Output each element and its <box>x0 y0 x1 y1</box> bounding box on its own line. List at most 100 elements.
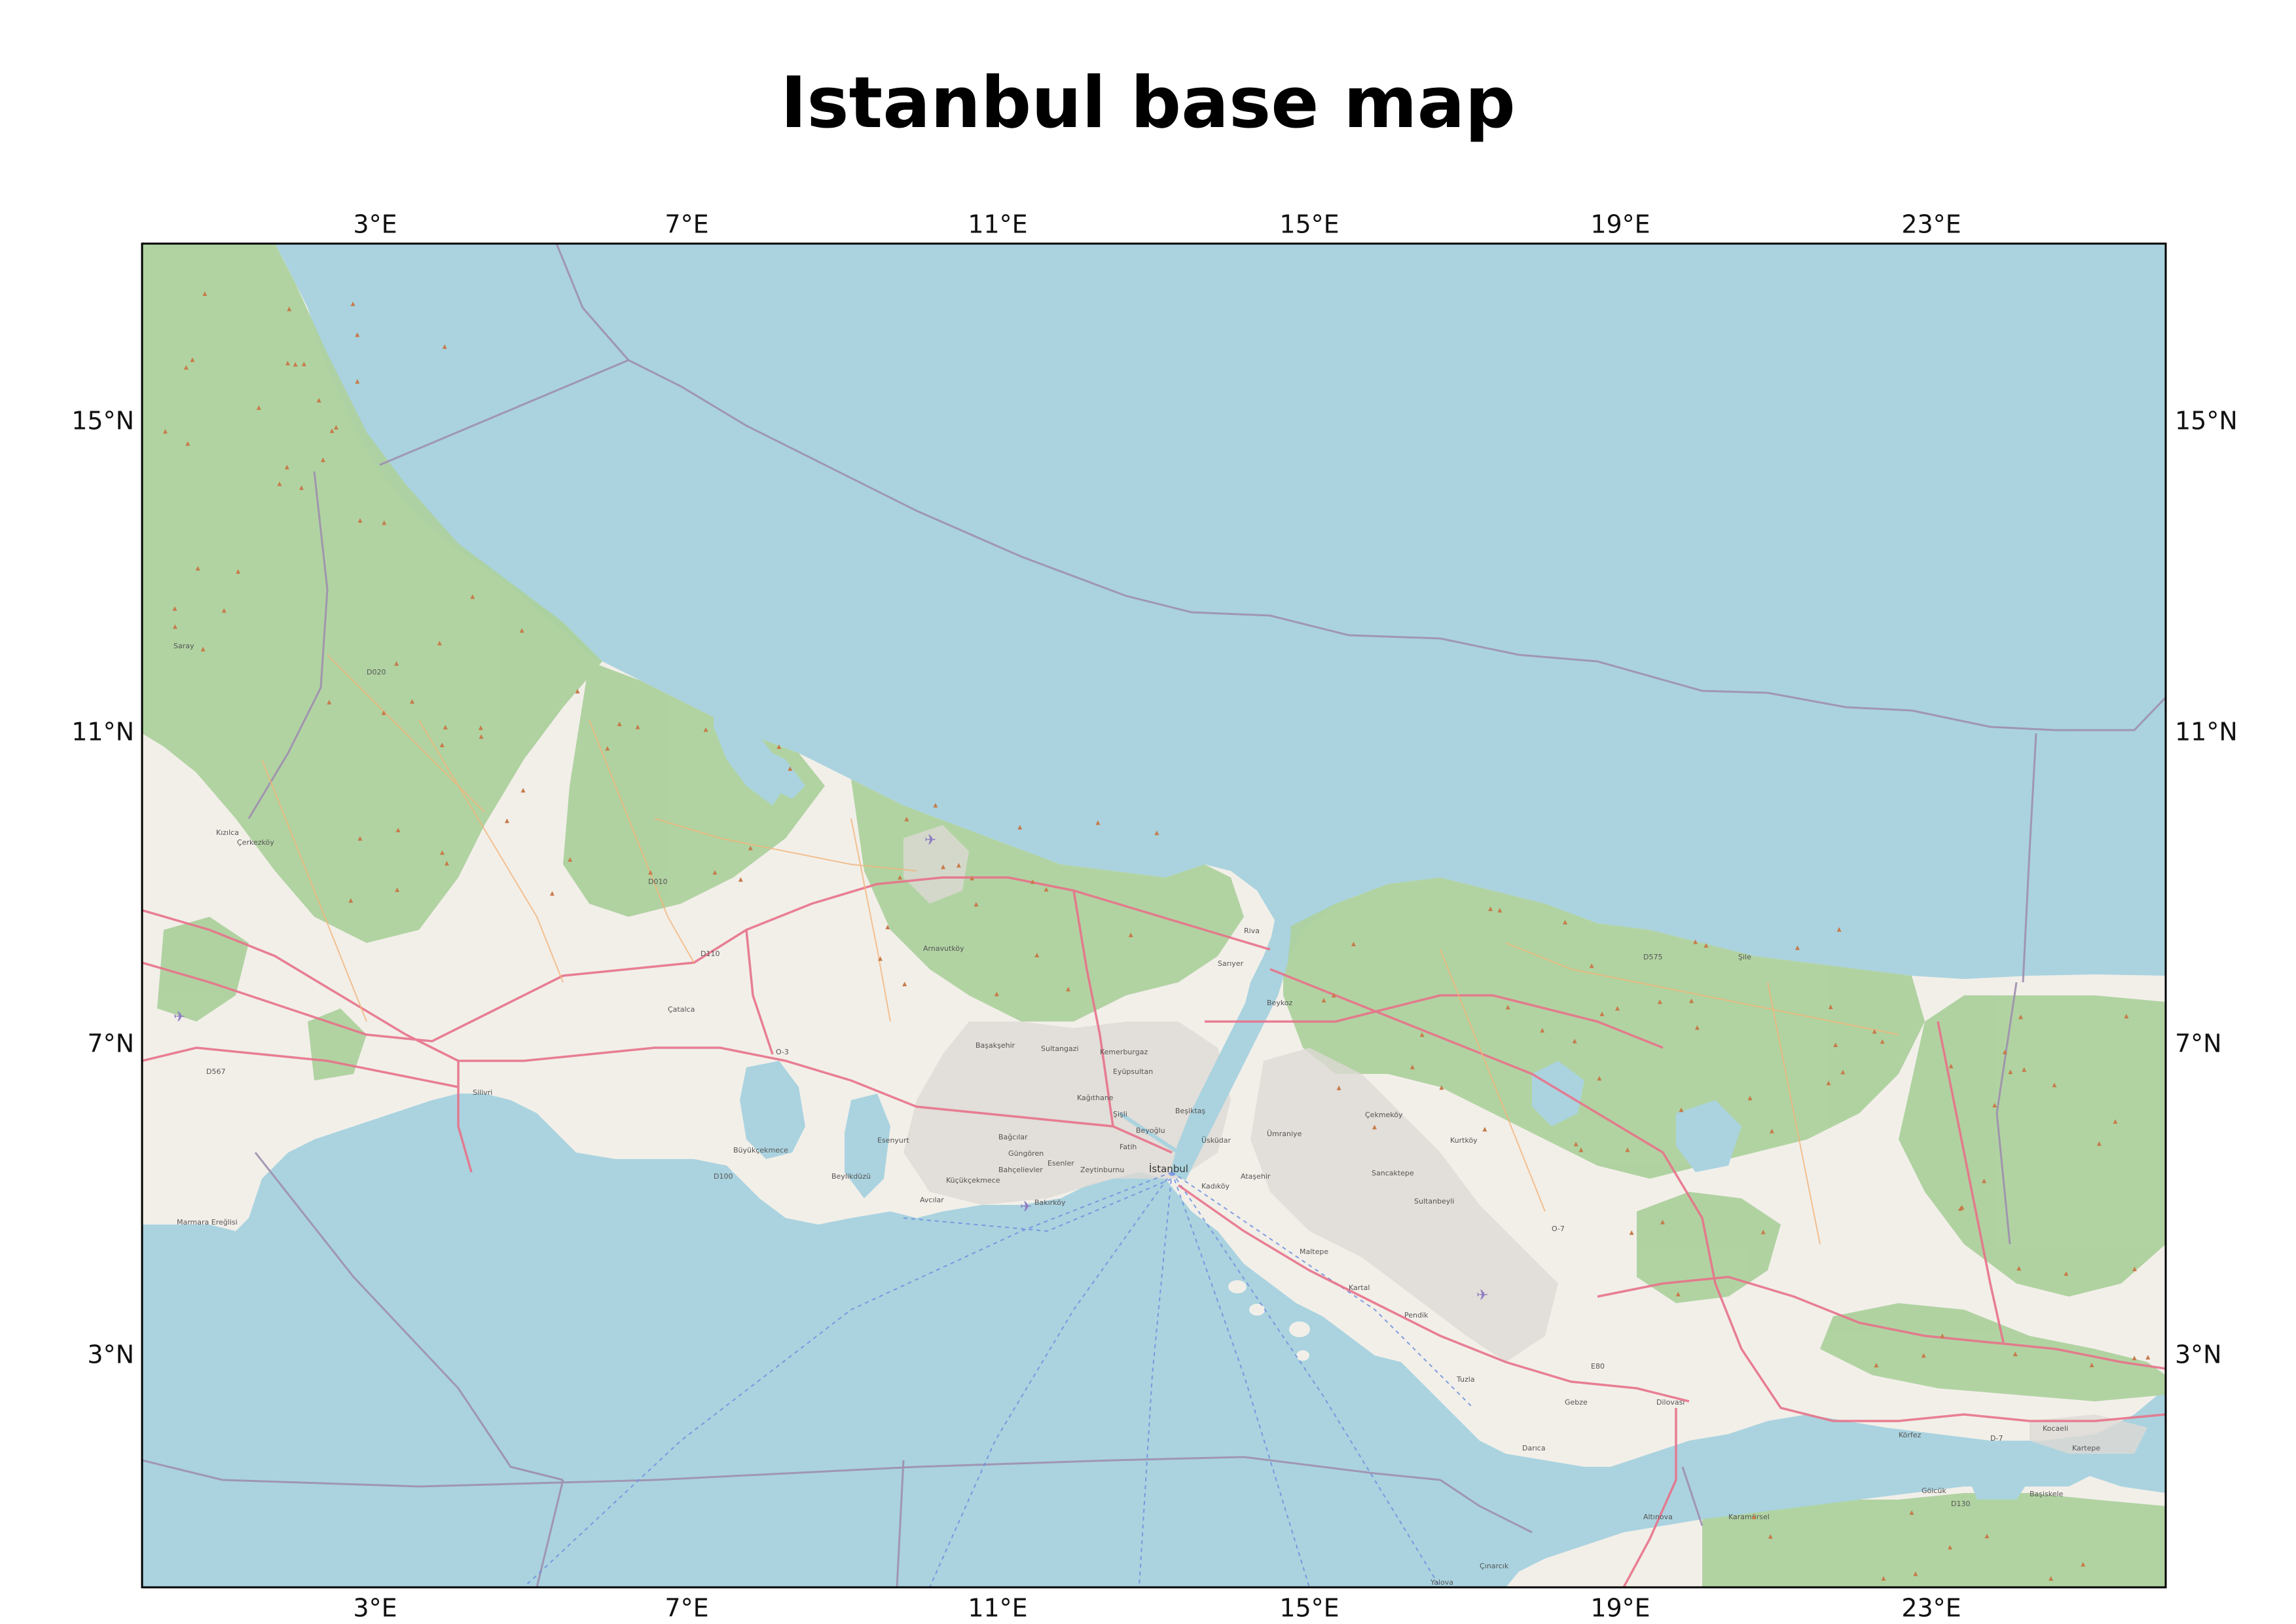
place-labels: Saray Kızılca Çerkezköy Çatalca Silivri … <box>173 642 2100 1587</box>
place-label: Kartal <box>1349 1283 1370 1292</box>
peak-marker <box>183 365 189 370</box>
island <box>1249 1304 1265 1316</box>
peak-marker <box>2018 1014 2023 1020</box>
peak-marker <box>1629 1230 1634 1235</box>
peak-marker <box>1439 1085 1444 1090</box>
peak-marker <box>410 699 414 704</box>
peak-marker <box>1880 1039 1885 1044</box>
peak-marker <box>1913 1571 1918 1576</box>
x-tick-label-bottom: 11°E <box>968 1594 1027 1623</box>
y-tick-label-left: 11°N <box>71 718 134 747</box>
peak-marker <box>1497 908 1503 913</box>
peak-marker <box>1795 945 1800 950</box>
place-label: Karamürsel <box>1728 1513 1770 1521</box>
place-label: Yalova <box>1430 1578 1453 1587</box>
peak-marker <box>357 836 363 841</box>
peak-marker <box>2008 1069 2013 1075</box>
peak-marker <box>1351 942 1356 946</box>
peak-marker <box>1940 1333 1945 1338</box>
peak-marker <box>776 744 782 749</box>
peak-marker <box>1840 1069 1846 1075</box>
peak-marker <box>320 457 325 462</box>
peak-marker <box>1419 1032 1425 1037</box>
peak-marker <box>1488 906 1493 912</box>
peak-marker <box>1747 1096 1753 1101</box>
place-label: Kurtköy <box>1450 1136 1478 1145</box>
peak-marker <box>1660 1219 1665 1225</box>
x-tick-label-top: 19°E <box>1590 210 1650 239</box>
x-axis-bottom: 3°E 7°E 11°E 15°E 19°E 23°E <box>353 1594 1961 1623</box>
peak-marker <box>1597 1076 1602 1081</box>
island <box>1296 1350 1309 1361</box>
peak-marker <box>1410 1064 1415 1069</box>
y-axis-left: 15°N 11°N 7°N 3°N <box>71 407 134 1369</box>
peak-marker <box>885 925 890 930</box>
peak-marker <box>2113 1119 2118 1124</box>
peak-marker <box>1572 1039 1577 1044</box>
place-label: Saray <box>173 642 194 650</box>
map-frame <box>141 242 2167 1589</box>
urban-areas <box>903 825 2147 1454</box>
place-label: Silivri <box>473 1088 492 1097</box>
place-label: Gölcük <box>1922 1486 1946 1495</box>
airport-icon: ✈ ✈ ✈ ✈ <box>173 832 1488 1304</box>
peak-marker <box>738 877 743 882</box>
peak-marker <box>1336 1085 1341 1090</box>
peak-marker <box>1128 932 1133 938</box>
peak-marker <box>284 464 289 470</box>
peak-marker <box>1563 919 1568 925</box>
peak-marker <box>439 743 445 747</box>
x-tick-label-bottom: 23°E <box>1901 1594 1961 1623</box>
peak-marker <box>1154 830 1159 836</box>
peak-marker <box>348 898 354 903</box>
map-area[interactable]: D020 D100 D010 O-3 O-7 E80 D110 D130 D56… <box>142 244 2166 1587</box>
place-label: Esenler <box>1048 1159 1074 1168</box>
peak-marker <box>1872 1029 1877 1034</box>
place-label: Sarıyer <box>1218 959 1244 968</box>
peak-marker <box>1675 1291 1681 1297</box>
road-label: D567 <box>206 1067 225 1076</box>
peak-marker <box>1909 1510 1914 1515</box>
place-label: Gebze <box>1565 1398 1588 1407</box>
place-label: Güngören <box>1008 1149 1044 1158</box>
peak-marker <box>974 902 979 907</box>
place-label: Pendik <box>1404 1311 1429 1320</box>
peak-marker <box>327 699 332 705</box>
peak-marker <box>221 608 227 613</box>
peak-marker <box>1704 943 1709 948</box>
y-tick-label-right: 3°N <box>2175 1340 2222 1369</box>
peak-marker <box>904 817 909 822</box>
peak-marker <box>1589 963 1594 969</box>
peak-marker <box>1030 879 1035 884</box>
x-tick-label-top: 15°E <box>1279 210 1339 239</box>
peak-marker <box>195 566 200 571</box>
svg-text:✈: ✈ <box>1476 1287 1488 1304</box>
peak-marker <box>1694 1025 1700 1030</box>
peak-marker <box>1615 1006 1620 1011</box>
peak-marker <box>357 518 363 523</box>
peak-marker <box>333 425 338 430</box>
peak-marker <box>878 956 883 961</box>
peak-marker <box>442 344 447 349</box>
peak-marker <box>1948 1063 1954 1069</box>
place-label: Beşiktaş <box>1175 1107 1206 1115</box>
place-label: Bakırköy <box>1034 1198 1066 1207</box>
road-label: D020 <box>367 668 386 676</box>
boundaries <box>142 244 2166 1587</box>
peak-marker <box>2064 1271 2069 1276</box>
peak-marker <box>185 441 191 446</box>
y-tick-label-right: 7°N <box>2175 1029 2222 1058</box>
x-tick-label-top: 3°E <box>353 210 397 239</box>
peak-marker <box>2089 1362 2094 1367</box>
peak-marker <box>1984 1534 1990 1539</box>
golden-horn <box>1118 1111 1180 1154</box>
place-label: Çerkezköy <box>237 838 274 847</box>
peak-marker <box>1540 1027 1545 1033</box>
road-label: D575 <box>1643 953 1662 961</box>
peak-marker <box>1599 1011 1605 1016</box>
island <box>1289 1321 1310 1337</box>
svg-text:✈: ✈ <box>173 1009 185 1025</box>
peak-marker <box>236 569 241 574</box>
place-label: Marmara Ereğlisi <box>177 1218 238 1227</box>
peak-marker <box>2124 1014 2129 1019</box>
